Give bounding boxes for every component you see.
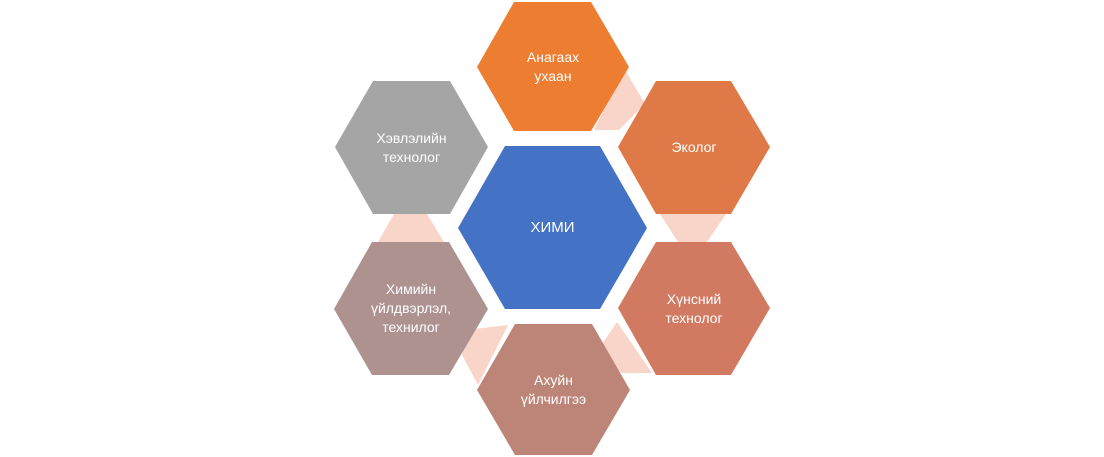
hex-ekolog	[618, 81, 770, 214]
connector-himiin-hevleliin	[378, 214, 444, 242]
hex-ahuin	[477, 324, 630, 455]
connector-ahuin-himiin	[462, 325, 508, 385]
hex-hunsnii	[618, 242, 770, 375]
connector-anagaah-ekolog	[594, 68, 645, 130]
connector-hunsnii-ahuin	[600, 322, 652, 373]
hex-center-himi	[458, 146, 647, 309]
connector-ekolog-hunsnii	[660, 214, 726, 242]
hex-himiin	[334, 242, 488, 375]
hex-hevleliin	[335, 81, 488, 214]
hex-anagaah	[477, 2, 629, 131]
